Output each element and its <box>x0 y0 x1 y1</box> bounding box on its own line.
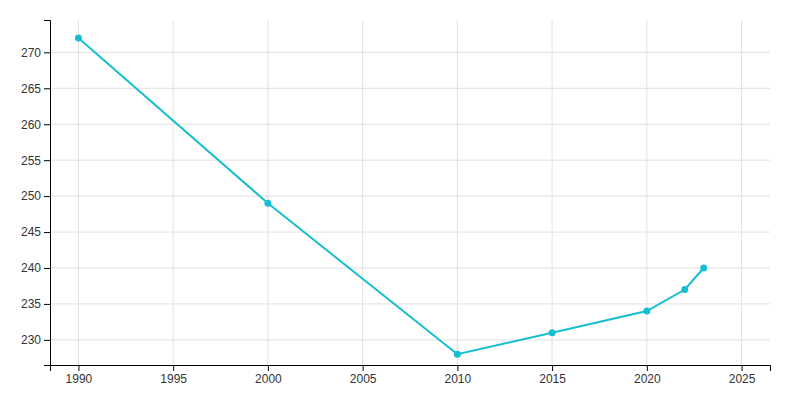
x-tick-label: 2020 <box>634 372 661 386</box>
y-grid-line <box>50 339 770 340</box>
x-tick-label: 2015 <box>539 372 566 386</box>
y-tick-label: 260 <box>21 118 41 132</box>
y-tick: 245 <box>21 225 50 239</box>
y-tick: 250 <box>21 189 50 203</box>
y-tick-mark <box>44 268 50 269</box>
plot: 1990 1995 2000 2005 2010 2015 2020 2025 230 235 24… <box>21 20 771 386</box>
x-tick: 2015 <box>539 365 566 386</box>
grid <box>50 20 770 365</box>
y-tick-label: 235 <box>21 297 41 311</box>
y-grid-line <box>50 160 770 161</box>
y-grid-line <box>50 52 770 53</box>
x-tick-mark <box>268 365 269 371</box>
x-grid-line <box>362 20 363 365</box>
x-tick: 2005 <box>350 365 377 386</box>
x-grid-line <box>552 20 553 365</box>
x-tick-mark <box>647 365 648 371</box>
y-grid-line <box>50 196 770 197</box>
y-tick: 265 <box>21 82 50 96</box>
x-tick: 2000 <box>255 365 282 386</box>
x-tick-label: 2000 <box>255 372 282 386</box>
y-tick: 255 <box>21 153 50 167</box>
y-tick: 235 <box>21 297 50 311</box>
marks <box>75 34 707 357</box>
x-grid-line <box>741 20 742 365</box>
y-tick-label: 255 <box>21 153 41 167</box>
x-tick: 2010 <box>445 365 472 386</box>
x-tick-mark <box>363 365 364 371</box>
x-tick-label: 2005 <box>350 372 377 386</box>
y-tick-mark <box>44 304 50 305</box>
x-tick-mark <box>742 365 743 371</box>
y-tick-mark <box>44 124 50 125</box>
y-tick-label: 270 <box>21 46 41 60</box>
y-tick-mark <box>44 88 50 89</box>
x-tick: 2020 <box>634 365 661 386</box>
x-grid-line <box>78 20 79 365</box>
x-tick-mark <box>457 365 458 371</box>
y-axis: 230 235 240 245 250 255 260 265 270 <box>21 21 51 366</box>
point <box>700 264 707 271</box>
y-grid-line <box>50 124 770 125</box>
point <box>454 351 461 358</box>
x-tick-mark <box>173 365 174 371</box>
y-tick: 240 <box>21 261 50 275</box>
x-grid-line <box>173 20 174 365</box>
y-tick-mark <box>44 52 50 53</box>
point <box>264 200 271 207</box>
point <box>681 286 688 293</box>
y-tick-label: 265 <box>21 82 41 96</box>
y-tick: 270 <box>21 46 50 60</box>
y-tick-label: 250 <box>21 189 41 203</box>
x-tick: 1990 <box>66 365 93 386</box>
point <box>643 308 650 315</box>
line <box>78 38 703 354</box>
y-grid-line <box>50 267 770 268</box>
x-tick: 1995 <box>160 365 187 386</box>
x-tick-label: 1995 <box>160 372 187 386</box>
y-tick: 260 <box>21 118 50 132</box>
point <box>549 329 556 336</box>
x-tick-label: 2010 <box>445 372 472 386</box>
x-tick-mark <box>78 365 79 371</box>
y-tick-label: 245 <box>21 225 41 239</box>
x-grid-line <box>267 20 268 365</box>
y-tick-label: 230 <box>21 333 41 347</box>
x-tick: 2025 <box>729 365 756 386</box>
x-tick-mark <box>552 365 553 371</box>
x-tick-label: 1990 <box>66 372 93 386</box>
chart: 1990 1995 2000 2005 2010 2015 2020 2025 230 235 24… <box>0 0 800 400</box>
point <box>75 34 82 41</box>
x-axis-line <box>51 366 771 372</box>
x-grid-line <box>457 20 458 365</box>
y-tick: 230 <box>21 333 50 347</box>
x-axis: 1990 1995 2000 2005 2010 2015 2020 2025 <box>51 365 771 386</box>
y-axis-line <box>44 21 51 366</box>
y-tick-label: 240 <box>21 261 41 275</box>
y-tick-mark <box>44 160 50 161</box>
y-tick-mark <box>44 196 50 197</box>
y-tick-mark <box>44 340 50 341</box>
y-grid-line <box>50 232 770 233</box>
x-tick-label: 2025 <box>729 372 756 386</box>
y-grid-line <box>50 88 770 89</box>
y-tick-mark <box>44 232 50 233</box>
